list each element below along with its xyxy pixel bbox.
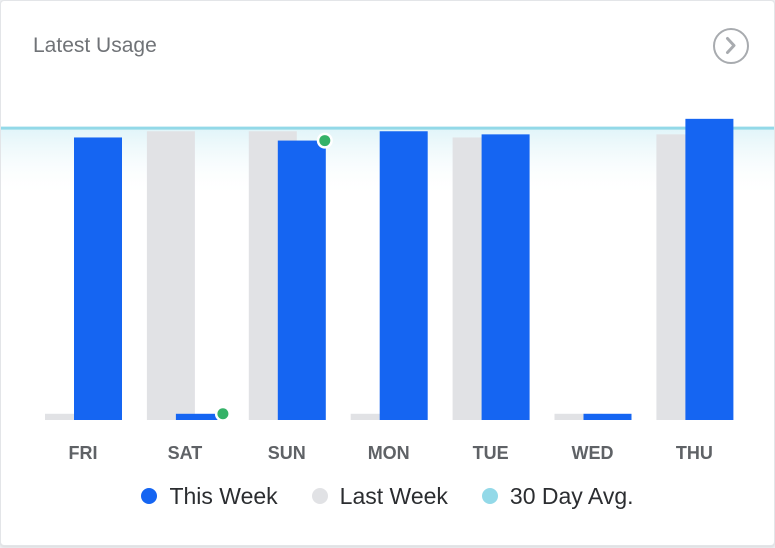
bar-this-week-sun xyxy=(277,140,326,421)
chevron-right-icon xyxy=(726,37,736,54)
legend-label-last-week: Last Week xyxy=(339,482,448,509)
bar-last-week-sat xyxy=(146,131,195,420)
bar-this-week-mon xyxy=(379,131,428,420)
usage-bar-chart: FRI SAT SUN MON TUE WED THU xyxy=(1,118,774,463)
legend-swatch-this-week xyxy=(141,488,158,504)
bar-last-week-wed xyxy=(554,413,603,420)
legend-item-30-day-avg[interactable]: 30 Day Avg. xyxy=(481,482,634,510)
bar-this-week-fri xyxy=(74,137,122,420)
x-tick-label-thu: THU xyxy=(676,443,713,463)
bar-this-week-sat xyxy=(175,413,224,420)
x-tick-label-tue: TUE xyxy=(473,443,509,463)
legend-item-last-week[interactable]: Last Week xyxy=(311,482,448,510)
bar-this-week-tue xyxy=(481,134,530,420)
legend-label-30-day-avg: 30 Day Avg. xyxy=(509,482,634,509)
legend-swatch-last-week xyxy=(311,488,328,504)
bar-last-week-mon xyxy=(350,413,399,420)
x-tick-label-fri: FRI xyxy=(69,443,98,463)
legend-label-this-week: This Week xyxy=(169,482,278,509)
x-tick-label-mon: MON xyxy=(368,443,410,463)
marker-dot-sat xyxy=(217,408,229,420)
bar-this-week-thu xyxy=(685,118,734,420)
x-tick-label-wed: WED xyxy=(572,443,614,463)
legend-item-this-week[interactable]: This Week xyxy=(141,482,278,510)
x-tick-label-sun: SUN xyxy=(268,443,306,463)
marker-dot-sun xyxy=(319,135,331,147)
x-tick-label-sat: SAT xyxy=(168,443,203,463)
bar-last-week-fri xyxy=(45,413,93,420)
chart-legend: This Week Last Week 30 Day Avg. xyxy=(1,481,774,511)
bar-this-week-wed xyxy=(583,413,632,420)
next-button[interactable] xyxy=(713,28,749,64)
legend-swatch-30-day-avg xyxy=(481,488,498,504)
card-title: Latest Usage xyxy=(33,34,157,57)
